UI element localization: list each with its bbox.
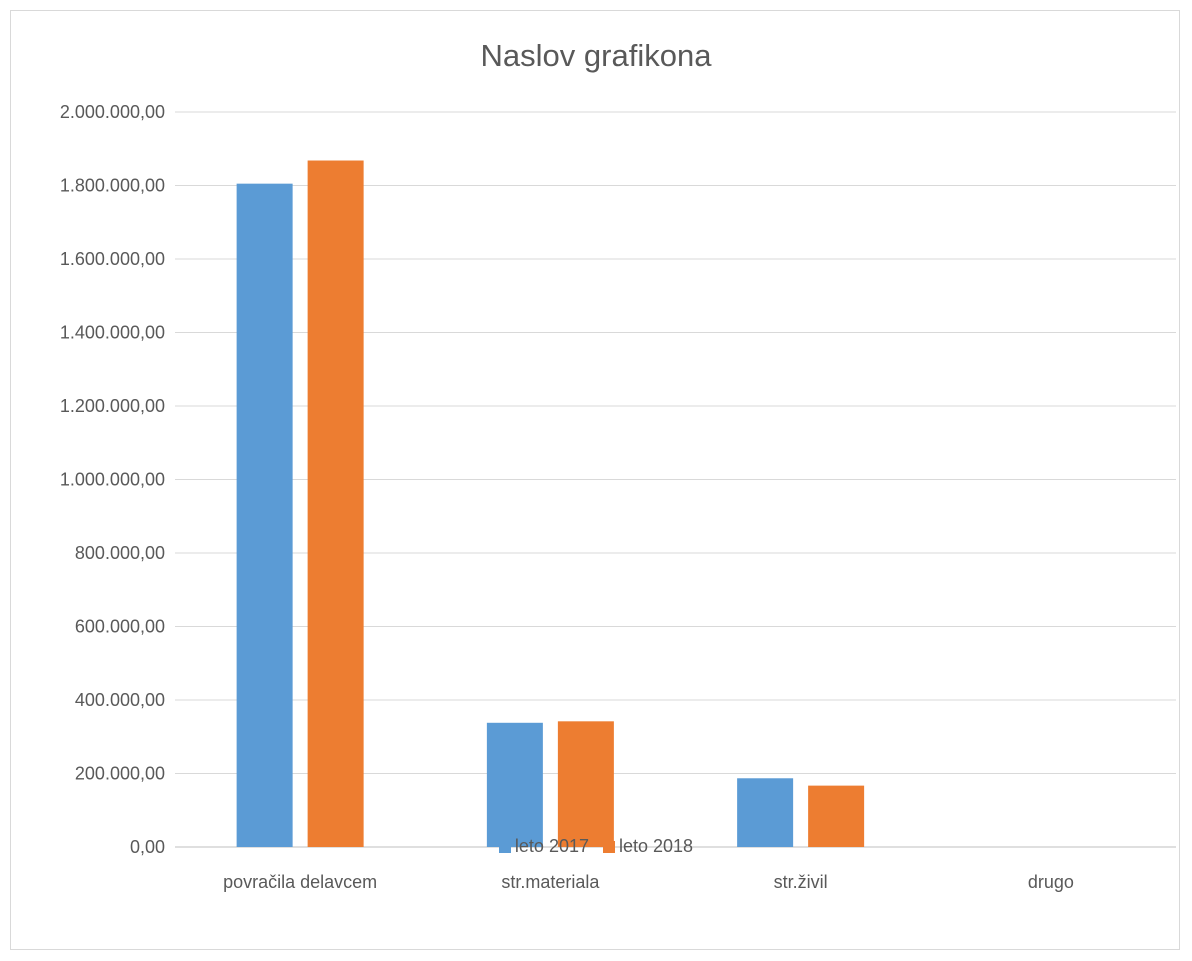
bar-1-2 bbox=[486, 722, 543, 847]
y-tick-label: 0,00 bbox=[130, 837, 165, 857]
y-tick-label: 1.600.000,00 bbox=[60, 249, 165, 269]
bar-2-2 bbox=[557, 721, 614, 847]
y-tick-label: 1.200.000,00 bbox=[60, 396, 165, 416]
y-tick-label: 600.000,00 bbox=[75, 617, 165, 637]
bar-2-3 bbox=[808, 785, 865, 847]
bar-1-1 bbox=[236, 183, 293, 848]
legend-swatch-series-1 bbox=[498, 840, 511, 853]
y-tick-label: 2.000.000,00 bbox=[60, 102, 165, 122]
chart-title: Naslov grafikona bbox=[480, 38, 712, 73]
legend-label-series-2: leto 2018 bbox=[619, 836, 694, 856]
y-tick-label: 200.000,00 bbox=[75, 764, 165, 784]
legend-label-series-1: leto 2017 bbox=[514, 836, 589, 856]
bar-1-3 bbox=[737, 778, 794, 847]
y-tick-label: 800.000,00 bbox=[75, 543, 165, 563]
x-category-label: drugo bbox=[1028, 872, 1074, 892]
legend-item-series-1: leto 2017 bbox=[498, 836, 589, 857]
x-category-label: str.živil bbox=[774, 872, 828, 892]
y-tick-label: 1.800.000,00 bbox=[60, 176, 165, 196]
bar-2-1 bbox=[307, 160, 364, 847]
y-tick-label: 1.000.000,00 bbox=[60, 470, 165, 490]
x-category-label: str.materiala bbox=[501, 872, 600, 892]
chart-legend: leto 2017 leto 2018 bbox=[0, 836, 1192, 857]
legend-swatch-series-2 bbox=[603, 840, 615, 853]
y-tick-label: 400.000,00 bbox=[75, 690, 165, 710]
legend-item-series-2: leto 2018 bbox=[603, 836, 693, 857]
y-tick-label: 1.400.000,00 bbox=[60, 323, 165, 343]
x-category-label: povračila delavcem bbox=[223, 872, 377, 892]
